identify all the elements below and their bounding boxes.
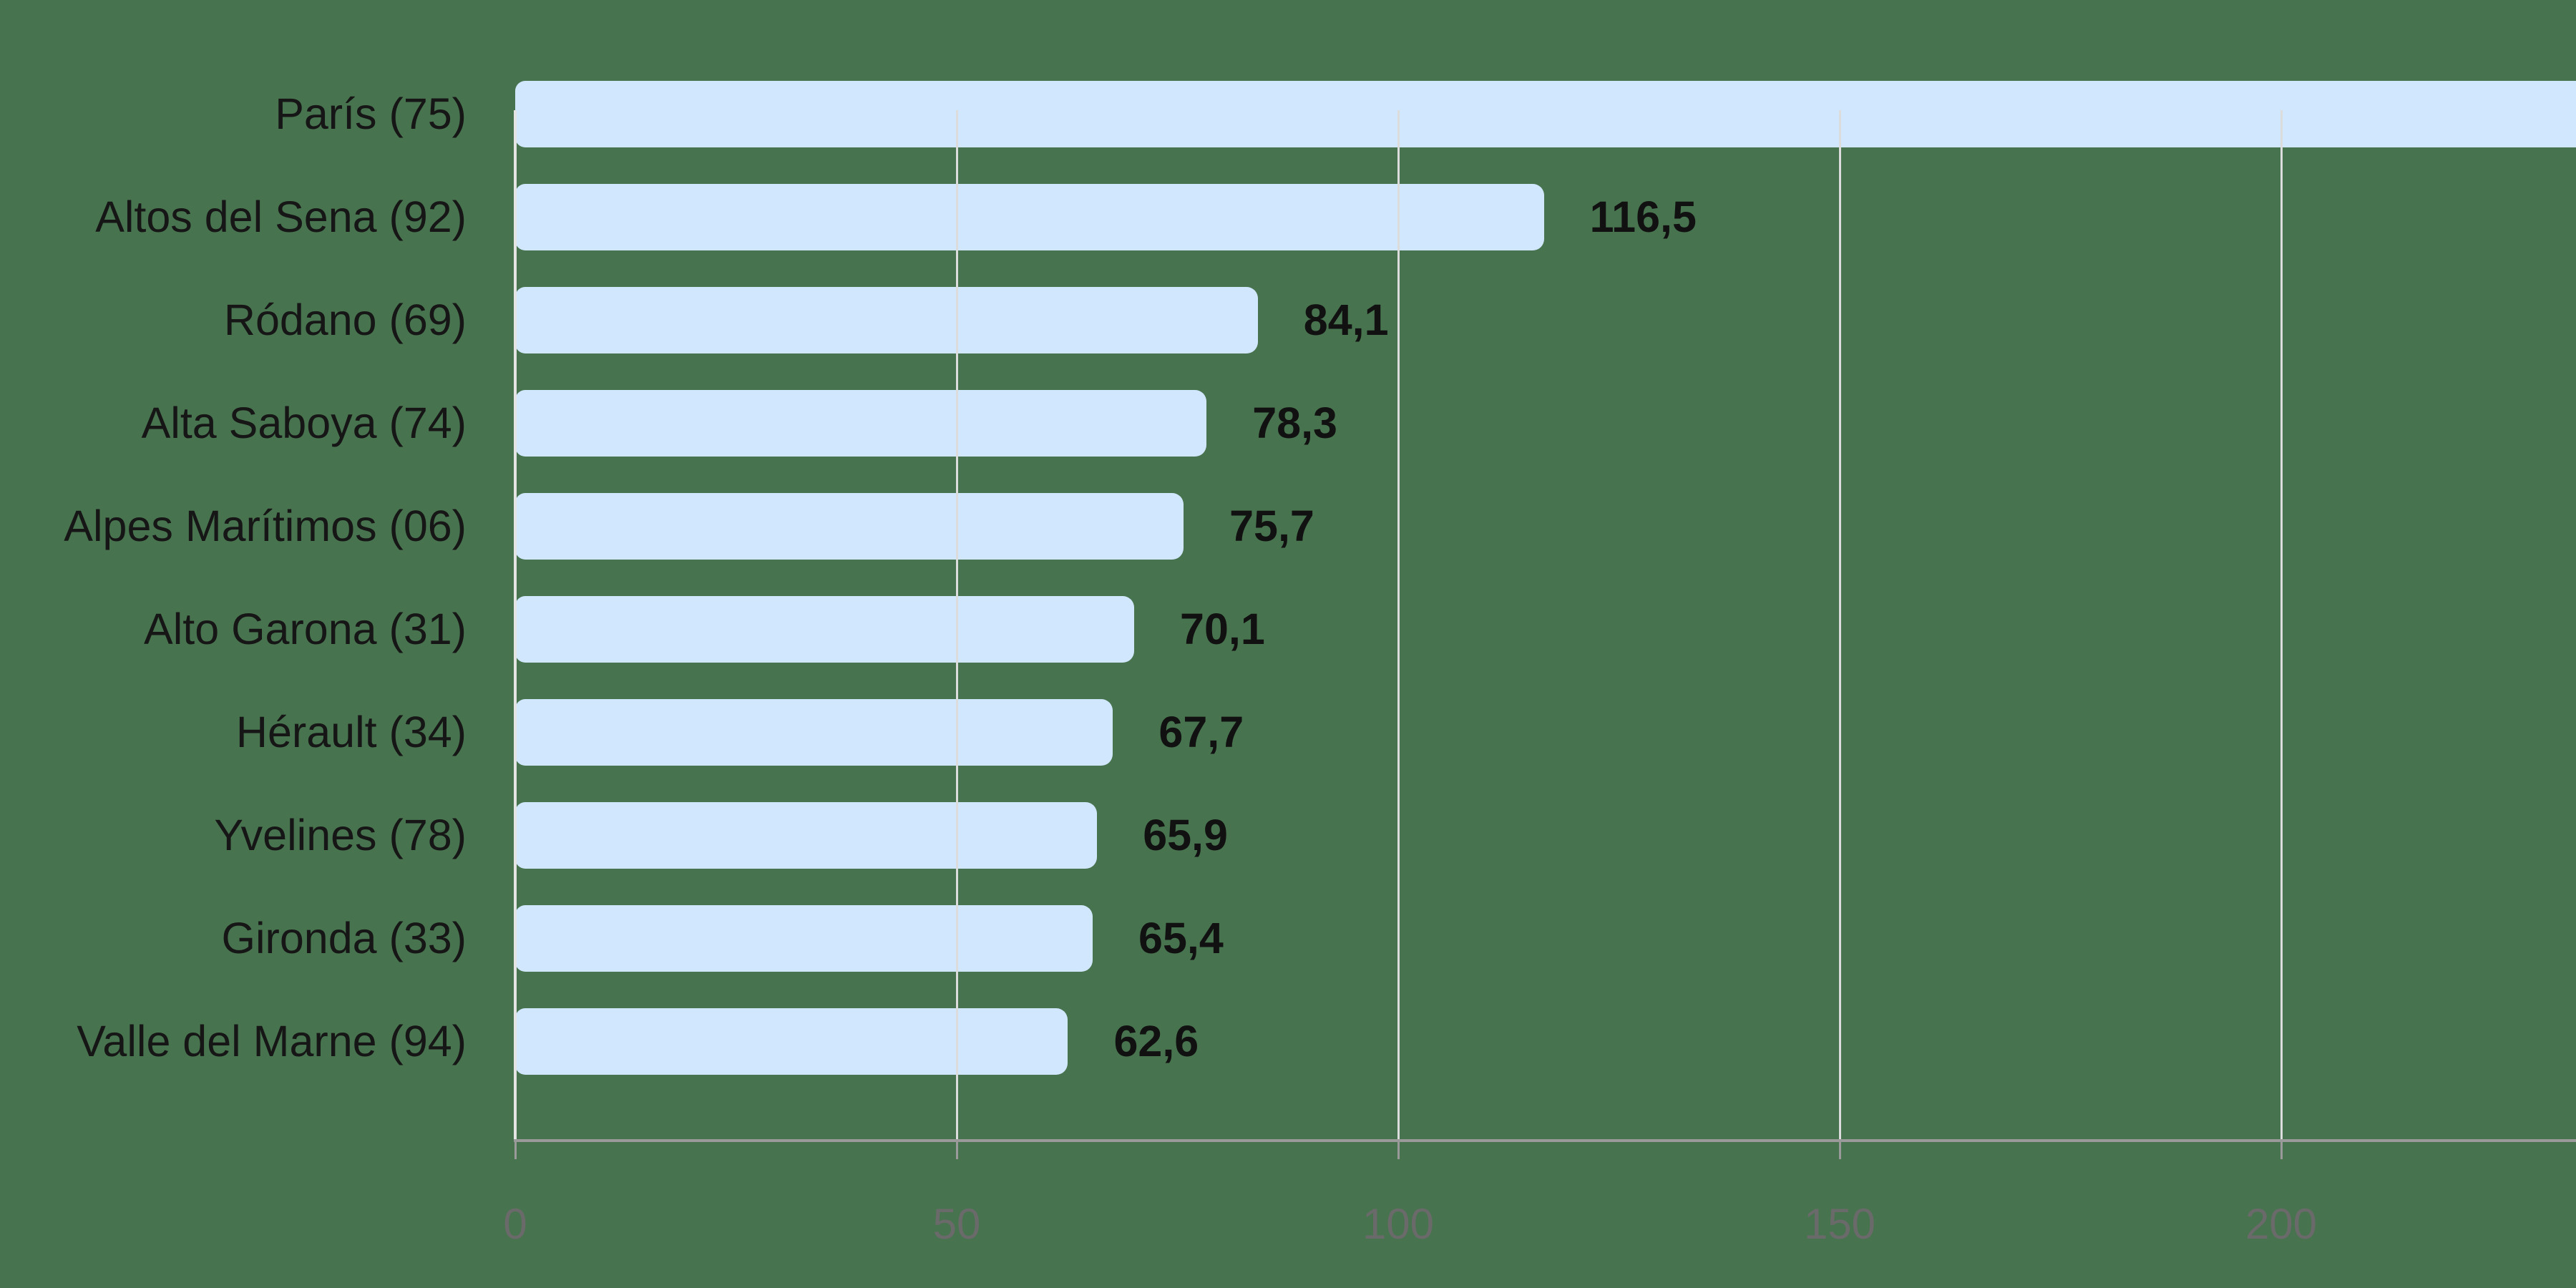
bar xyxy=(515,1008,1068,1075)
value-label: 62,6 xyxy=(1113,1017,1199,1065)
x-tick-mark xyxy=(514,1141,517,1159)
category-label: Alta Saboya (74) xyxy=(141,399,467,447)
x-tick-mark xyxy=(1397,1141,1400,1159)
x-tick-mark xyxy=(2280,1141,2283,1159)
x-tick-label: 0 xyxy=(503,1200,527,1248)
bar xyxy=(515,390,1207,457)
gridline xyxy=(1397,110,1400,1141)
category-label: Alpes Marítimos (06) xyxy=(64,502,467,550)
value-label: 65,4 xyxy=(1138,914,1224,962)
bar xyxy=(515,596,1135,663)
value-label: 65,9 xyxy=(1143,811,1228,859)
category-label: París (75) xyxy=(275,89,467,138)
bar xyxy=(515,493,1184,560)
x-tick-label: 50 xyxy=(932,1200,981,1248)
value-label: 84,1 xyxy=(1303,296,1389,344)
category-label: Valle del Marne (94) xyxy=(77,1017,467,1065)
x-tick-label: 100 xyxy=(1362,1200,1435,1248)
y-axis-line xyxy=(514,110,517,1142)
value-label: 78,3 xyxy=(1252,399,1337,447)
category-label: Hérault (34) xyxy=(235,708,467,756)
category-label: Ródano (69) xyxy=(223,296,467,344)
value-label: 116,5 xyxy=(1589,192,1697,241)
category-label: Altos del Sena (92) xyxy=(95,192,467,241)
value-label: 70,1 xyxy=(1180,605,1265,653)
gridline xyxy=(2280,110,2283,1141)
bar xyxy=(515,699,1113,766)
value-label: 67,7 xyxy=(1158,708,1244,756)
x-tick-label: 150 xyxy=(1803,1200,1876,1248)
bar xyxy=(515,184,1544,250)
x-tick-label: 200 xyxy=(2245,1200,2318,1248)
bar xyxy=(515,287,1258,353)
bar xyxy=(515,81,2576,147)
x-tick-mark xyxy=(1838,1141,1841,1159)
x-axis-line xyxy=(514,1139,2576,1142)
category-label: Alto Garona (31) xyxy=(144,605,467,653)
category-label: Gironda (33) xyxy=(221,914,467,962)
category-label: Yvelines (78) xyxy=(214,811,467,859)
bar xyxy=(515,905,1093,972)
value-label: 75,7 xyxy=(1229,502,1314,550)
gridline xyxy=(1838,110,1841,1141)
bar xyxy=(515,802,1098,869)
x-tick-mark xyxy=(955,1141,958,1159)
gridline xyxy=(955,110,958,1141)
